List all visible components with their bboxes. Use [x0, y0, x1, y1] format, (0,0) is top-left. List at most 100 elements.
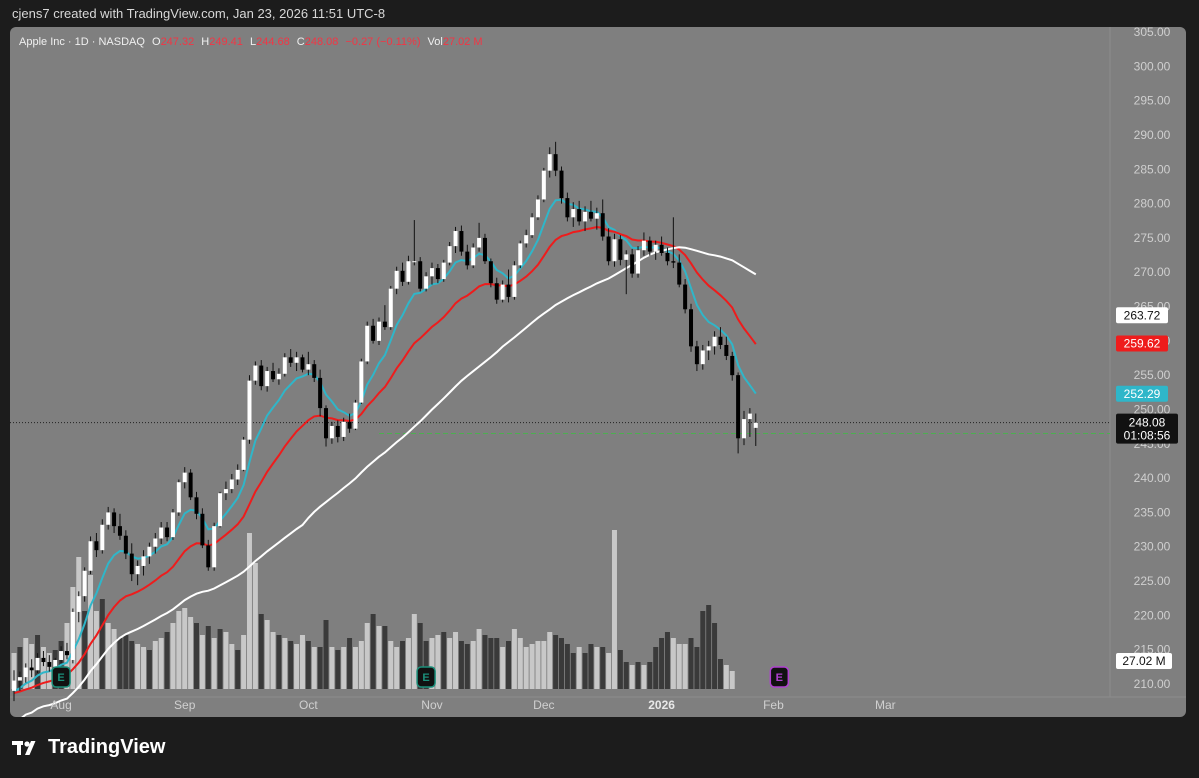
candle-body	[618, 239, 623, 260]
candle	[76, 591, 81, 623]
countdown-text: 01:08:56	[1124, 429, 1171, 443]
volume-bar	[117, 638, 123, 689]
candle-body	[594, 213, 599, 219]
candle	[347, 413, 352, 433]
candle	[577, 200, 582, 226]
candle	[365, 321, 370, 365]
candle	[41, 651, 46, 667]
x-tick-label: Aug	[50, 698, 71, 712]
candle	[671, 217, 676, 269]
candle-body	[482, 237, 487, 262]
candle-body	[394, 270, 399, 289]
candle	[482, 233, 487, 264]
candle-body	[541, 170, 546, 200]
candle	[141, 550, 146, 576]
candle	[235, 464, 240, 485]
price-chart[interactable]: 305.00 300.00 295.00 290.00 285.00 280.00 275.…	[10, 27, 1186, 717]
volume-bar	[547, 632, 553, 689]
x-tick-label: Mar	[875, 698, 896, 712]
chart-area[interactable]: 305.00 300.00 295.00 290.00 285.00 280.00 275.…	[10, 27, 1186, 717]
volume-bar	[105, 623, 111, 689]
candle-body	[718, 336, 723, 345]
candle	[400, 262, 405, 286]
candle-body	[400, 270, 405, 282]
candle-body	[524, 235, 529, 244]
candle-body	[12, 680, 16, 691]
candle-body	[53, 659, 58, 667]
volume-bar	[323, 620, 329, 689]
candle	[318, 369, 323, 417]
volume-bar	[470, 641, 476, 689]
candle-body	[736, 375, 741, 439]
candle-body	[424, 276, 429, 289]
volume-bar	[317, 647, 323, 689]
candle	[229, 473, 234, 494]
volume-label-box	[1116, 653, 1172, 669]
candle-body	[518, 243, 523, 266]
volume-bar	[123, 635, 129, 689]
candle-body	[694, 346, 699, 365]
candle-body	[182, 472, 187, 483]
candle	[206, 539, 211, 571]
candle-body	[324, 408, 329, 439]
price-label-box	[1116, 385, 1168, 402]
volume-bar	[441, 632, 447, 689]
y-tick-label: 210.00	[1134, 677, 1171, 691]
volume-bar	[111, 629, 117, 689]
candle-body	[218, 493, 223, 527]
volume-bar	[176, 611, 182, 689]
candle-body	[106, 512, 111, 525]
volume-bar	[93, 611, 99, 689]
candle-body	[70, 611, 75, 660]
volume-bar	[653, 647, 659, 689]
candle	[512, 261, 517, 300]
candle-body	[412, 261, 417, 263]
volume-bar	[635, 662, 641, 689]
candle-body	[64, 651, 69, 656]
volume-bar	[511, 629, 517, 689]
volume-bar	[235, 650, 241, 689]
x-tick-label: Oct	[299, 698, 318, 712]
candle	[612, 233, 617, 267]
candle	[412, 220, 417, 266]
candle	[64, 642, 69, 660]
candle	[418, 257, 423, 292]
candle	[406, 255, 411, 285]
candle	[547, 147, 552, 178]
candle-body	[588, 211, 593, 219]
earnings-marker-icon: E	[769, 666, 790, 688]
candle	[506, 269, 511, 303]
candle-body	[29, 667, 34, 671]
candle-body	[341, 421, 346, 437]
candle-body	[82, 570, 87, 597]
candle-body	[112, 512, 117, 527]
volume-bar	[476, 629, 482, 689]
candle-body	[300, 357, 305, 370]
volume-bar	[517, 638, 523, 689]
volume-bar	[141, 647, 147, 689]
candle-body	[730, 355, 735, 376]
candle	[683, 279, 688, 314]
candle	[371, 318, 376, 344]
candle-body	[547, 154, 552, 171]
candle-body	[176, 482, 181, 513]
candle	[700, 344, 705, 370]
candle	[524, 229, 529, 248]
last-price-text: 248.08	[1129, 416, 1166, 430]
candle	[541, 167, 546, 203]
volume-bar	[376, 626, 382, 689]
change-value: −0.27 (−0.11%)	[345, 36, 421, 48]
tradingview-brand[interactable]: TradingView	[12, 736, 165, 759]
candle-body	[318, 377, 323, 409]
candle-body	[153, 538, 158, 547]
volume-layer	[11, 530, 735, 689]
volume-bar	[400, 641, 406, 689]
earnings-marker-label: E	[776, 672, 783, 684]
candle	[259, 360, 264, 391]
candle-body	[382, 321, 387, 328]
candle	[606, 228, 611, 266]
volume-bar	[305, 641, 311, 689]
symbol-legend: Apple Inc · 1D · NASDAQ O247.32 H249.41 …	[19, 36, 483, 48]
candle-body	[259, 365, 264, 387]
candle-body	[447, 246, 452, 263]
